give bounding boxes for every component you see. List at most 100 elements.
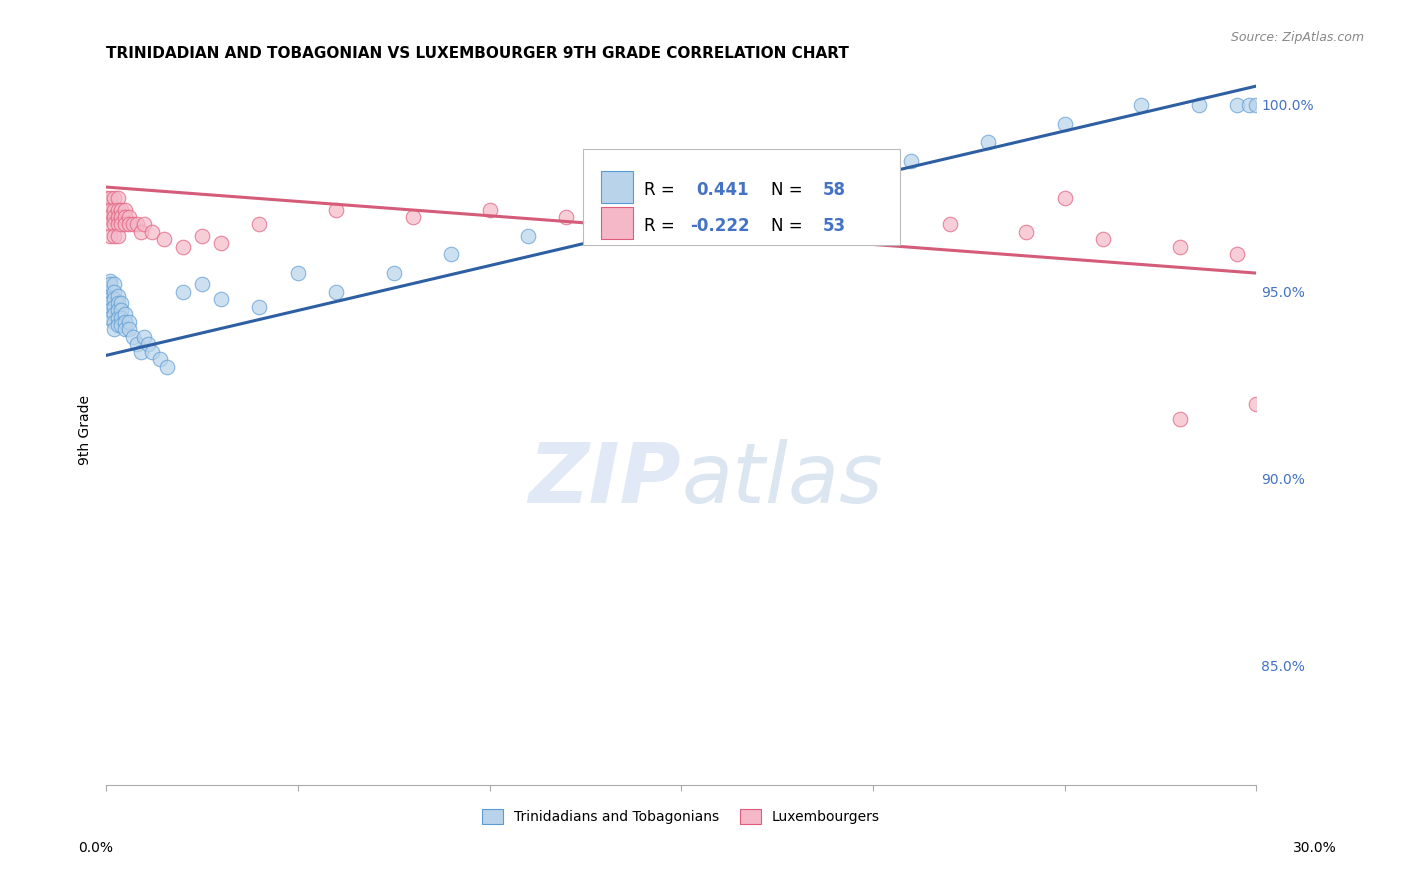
Point bbox=[862, 172, 884, 186]
Point bbox=[103, 285, 125, 299]
Point bbox=[141, 225, 163, 239]
Point bbox=[1130, 97, 1153, 112]
Text: 0.0%: 0.0% bbox=[79, 841, 112, 855]
Point bbox=[118, 210, 141, 224]
Point bbox=[98, 228, 121, 243]
Text: R =: R = bbox=[644, 217, 681, 235]
Point bbox=[110, 296, 132, 310]
Point bbox=[118, 322, 141, 336]
Point bbox=[98, 303, 121, 318]
Point bbox=[440, 247, 463, 261]
Point bbox=[110, 202, 132, 217]
Point bbox=[110, 303, 132, 318]
Point bbox=[96, 191, 118, 205]
Point bbox=[98, 285, 121, 299]
Point bbox=[156, 359, 179, 374]
Point bbox=[103, 191, 125, 205]
Point bbox=[114, 210, 136, 224]
Text: Source: ZipAtlas.com: Source: ZipAtlas.com bbox=[1230, 31, 1364, 45]
Point bbox=[96, 281, 118, 295]
Point bbox=[103, 202, 125, 217]
Text: N =: N = bbox=[770, 217, 808, 235]
Point bbox=[785, 210, 807, 224]
Point bbox=[96, 288, 118, 302]
Point bbox=[98, 310, 121, 325]
Point bbox=[107, 210, 129, 224]
Point bbox=[122, 218, 145, 232]
Point bbox=[107, 202, 129, 217]
Point bbox=[669, 218, 692, 232]
Point bbox=[125, 218, 148, 232]
Point bbox=[129, 225, 152, 239]
Point bbox=[862, 210, 884, 224]
Point bbox=[98, 293, 121, 307]
Point bbox=[977, 135, 1000, 149]
Point bbox=[1091, 232, 1114, 246]
Point bbox=[149, 352, 172, 367]
Text: TRINIDADIAN AND TOBAGONIAN VS LUXEMBOURGER 9TH GRADE CORRELATION CHART: TRINIDADIAN AND TOBAGONIAN VS LUXEMBOURG… bbox=[107, 46, 849, 62]
Point bbox=[287, 266, 309, 280]
Point bbox=[98, 277, 121, 292]
Text: N =: N = bbox=[770, 181, 808, 199]
Point bbox=[134, 218, 156, 232]
Point bbox=[114, 322, 136, 336]
Point bbox=[900, 153, 922, 168]
Point bbox=[478, 202, 501, 217]
Point bbox=[107, 218, 129, 232]
Text: 30.0%: 30.0% bbox=[1292, 841, 1337, 855]
Point bbox=[191, 277, 214, 292]
Point bbox=[110, 218, 132, 232]
Point bbox=[172, 285, 194, 299]
Point bbox=[103, 218, 125, 232]
Point bbox=[1188, 97, 1211, 112]
Point bbox=[325, 202, 347, 217]
Point bbox=[209, 236, 232, 251]
Point bbox=[191, 228, 214, 243]
Point bbox=[129, 344, 152, 359]
Point bbox=[1053, 116, 1076, 130]
Point bbox=[107, 296, 129, 310]
Point bbox=[114, 218, 136, 232]
Point bbox=[402, 210, 425, 224]
Point bbox=[1015, 225, 1038, 239]
Point bbox=[125, 337, 148, 351]
Point bbox=[1168, 240, 1191, 254]
Y-axis label: 9th Grade: 9th Grade bbox=[79, 395, 93, 465]
Point bbox=[98, 202, 121, 217]
Point bbox=[141, 344, 163, 359]
Point bbox=[103, 322, 125, 336]
Point bbox=[709, 191, 731, 205]
Point bbox=[114, 315, 136, 329]
Point bbox=[103, 228, 125, 243]
Point bbox=[118, 315, 141, 329]
Point bbox=[593, 210, 616, 224]
Point bbox=[114, 307, 136, 321]
Text: R =: R = bbox=[644, 181, 681, 199]
Point bbox=[1168, 412, 1191, 426]
Text: 53: 53 bbox=[823, 217, 846, 235]
Point bbox=[98, 296, 121, 310]
Point bbox=[103, 210, 125, 224]
Point bbox=[122, 329, 145, 343]
Point bbox=[1053, 191, 1076, 205]
Point bbox=[938, 218, 960, 232]
FancyBboxPatch shape bbox=[583, 150, 900, 245]
Text: atlas: atlas bbox=[681, 440, 883, 520]
Point bbox=[249, 300, 271, 314]
FancyBboxPatch shape bbox=[600, 171, 633, 203]
Point bbox=[1226, 97, 1249, 112]
Text: 58: 58 bbox=[823, 181, 845, 199]
Point bbox=[107, 310, 129, 325]
Point bbox=[103, 300, 125, 314]
Point bbox=[1237, 97, 1260, 112]
Text: -0.222: -0.222 bbox=[690, 217, 749, 235]
Point bbox=[107, 191, 129, 205]
Point bbox=[107, 288, 129, 302]
Point bbox=[669, 191, 692, 205]
Point bbox=[136, 337, 159, 351]
Point bbox=[103, 277, 125, 292]
Point bbox=[862, 210, 884, 224]
Point bbox=[134, 329, 156, 343]
Legend: Trinidadians and Tobagonians, Luxembourgers: Trinidadians and Tobagonians, Luxembourg… bbox=[477, 804, 886, 830]
Point bbox=[96, 202, 118, 217]
